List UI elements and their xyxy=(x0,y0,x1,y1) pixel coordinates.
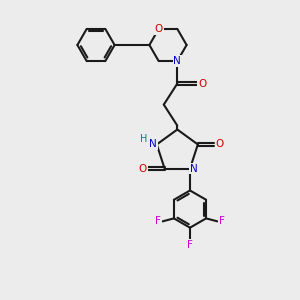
Text: O: O xyxy=(198,79,206,88)
Text: O: O xyxy=(154,24,163,34)
Text: N: N xyxy=(149,140,157,149)
Text: H: H xyxy=(140,134,148,144)
Text: N: N xyxy=(173,56,181,66)
Text: O: O xyxy=(139,164,147,174)
Text: F: F xyxy=(219,216,225,226)
Text: F: F xyxy=(155,216,161,226)
Text: O: O xyxy=(216,140,224,149)
Text: N: N xyxy=(190,164,197,174)
Text: F: F xyxy=(187,240,193,250)
